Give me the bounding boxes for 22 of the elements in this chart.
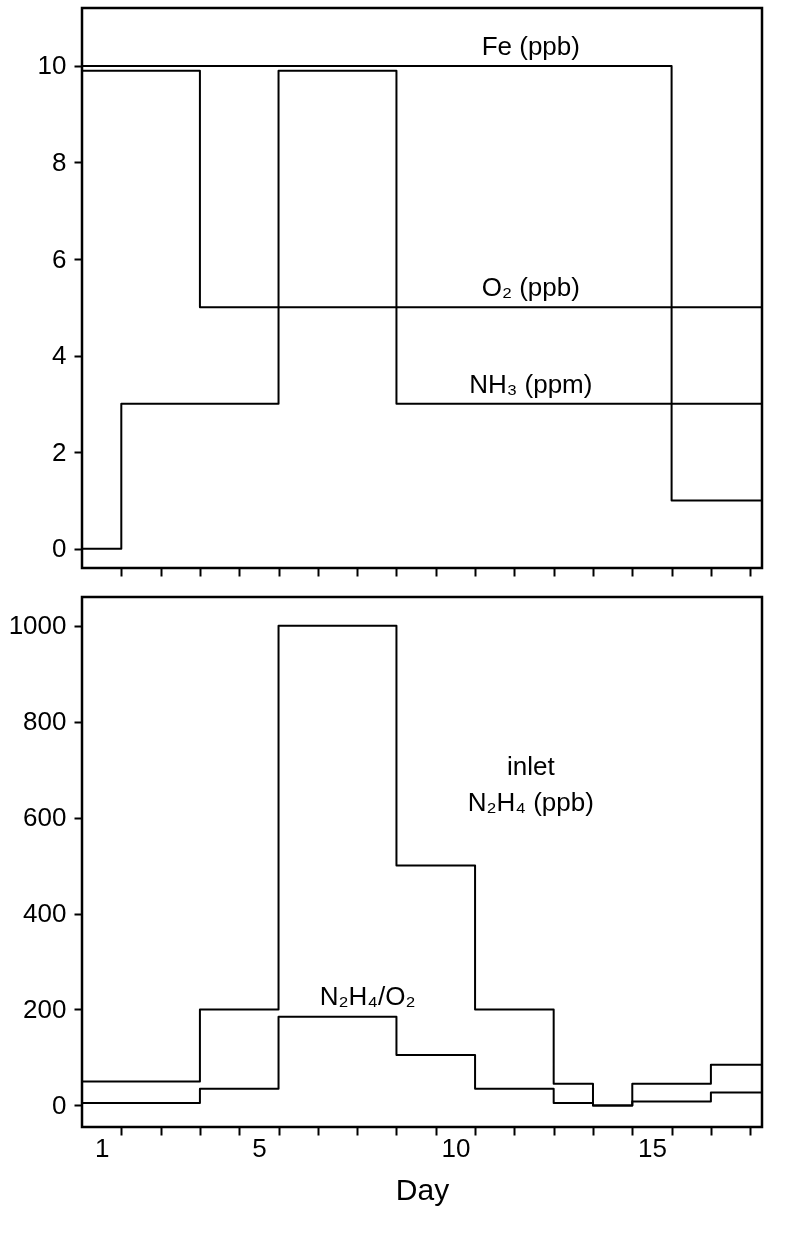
x-tick-label: 5 [252,1132,267,1163]
series-label: inlet N₂H₄ (ppb) [467,750,594,817]
y-tick-label: 800 [23,706,67,737]
x-tick-label: 15 [637,1132,667,1163]
series-label: O₂ (ppb) [481,272,580,303]
y-tick-label: 600 [23,802,67,833]
x-tick-label: 1 [94,1132,110,1163]
x-tick-label: 10 [441,1132,471,1163]
series-label: NH₃ (ppm) [469,368,593,399]
y-tick-label: 6 [52,243,67,274]
y-tick-label: 0 [52,1089,67,1120]
series-label: Fe (ppb) [481,30,580,61]
y-tick-label: 2 [52,436,67,467]
y-tick-label: 400 [23,898,67,929]
y-tick-label: 0 [52,533,67,564]
x-axis-title: Day [395,1172,450,1206]
y-tick-label: 4 [52,340,67,371]
y-tick-label: 8 [52,146,67,177]
y-tick-label: 200 [23,993,67,1024]
series-label: N₂H₄/O₂ [319,981,416,1012]
y-tick-label: 10 [37,50,67,81]
y-tick-label: 1000 [8,610,67,641]
